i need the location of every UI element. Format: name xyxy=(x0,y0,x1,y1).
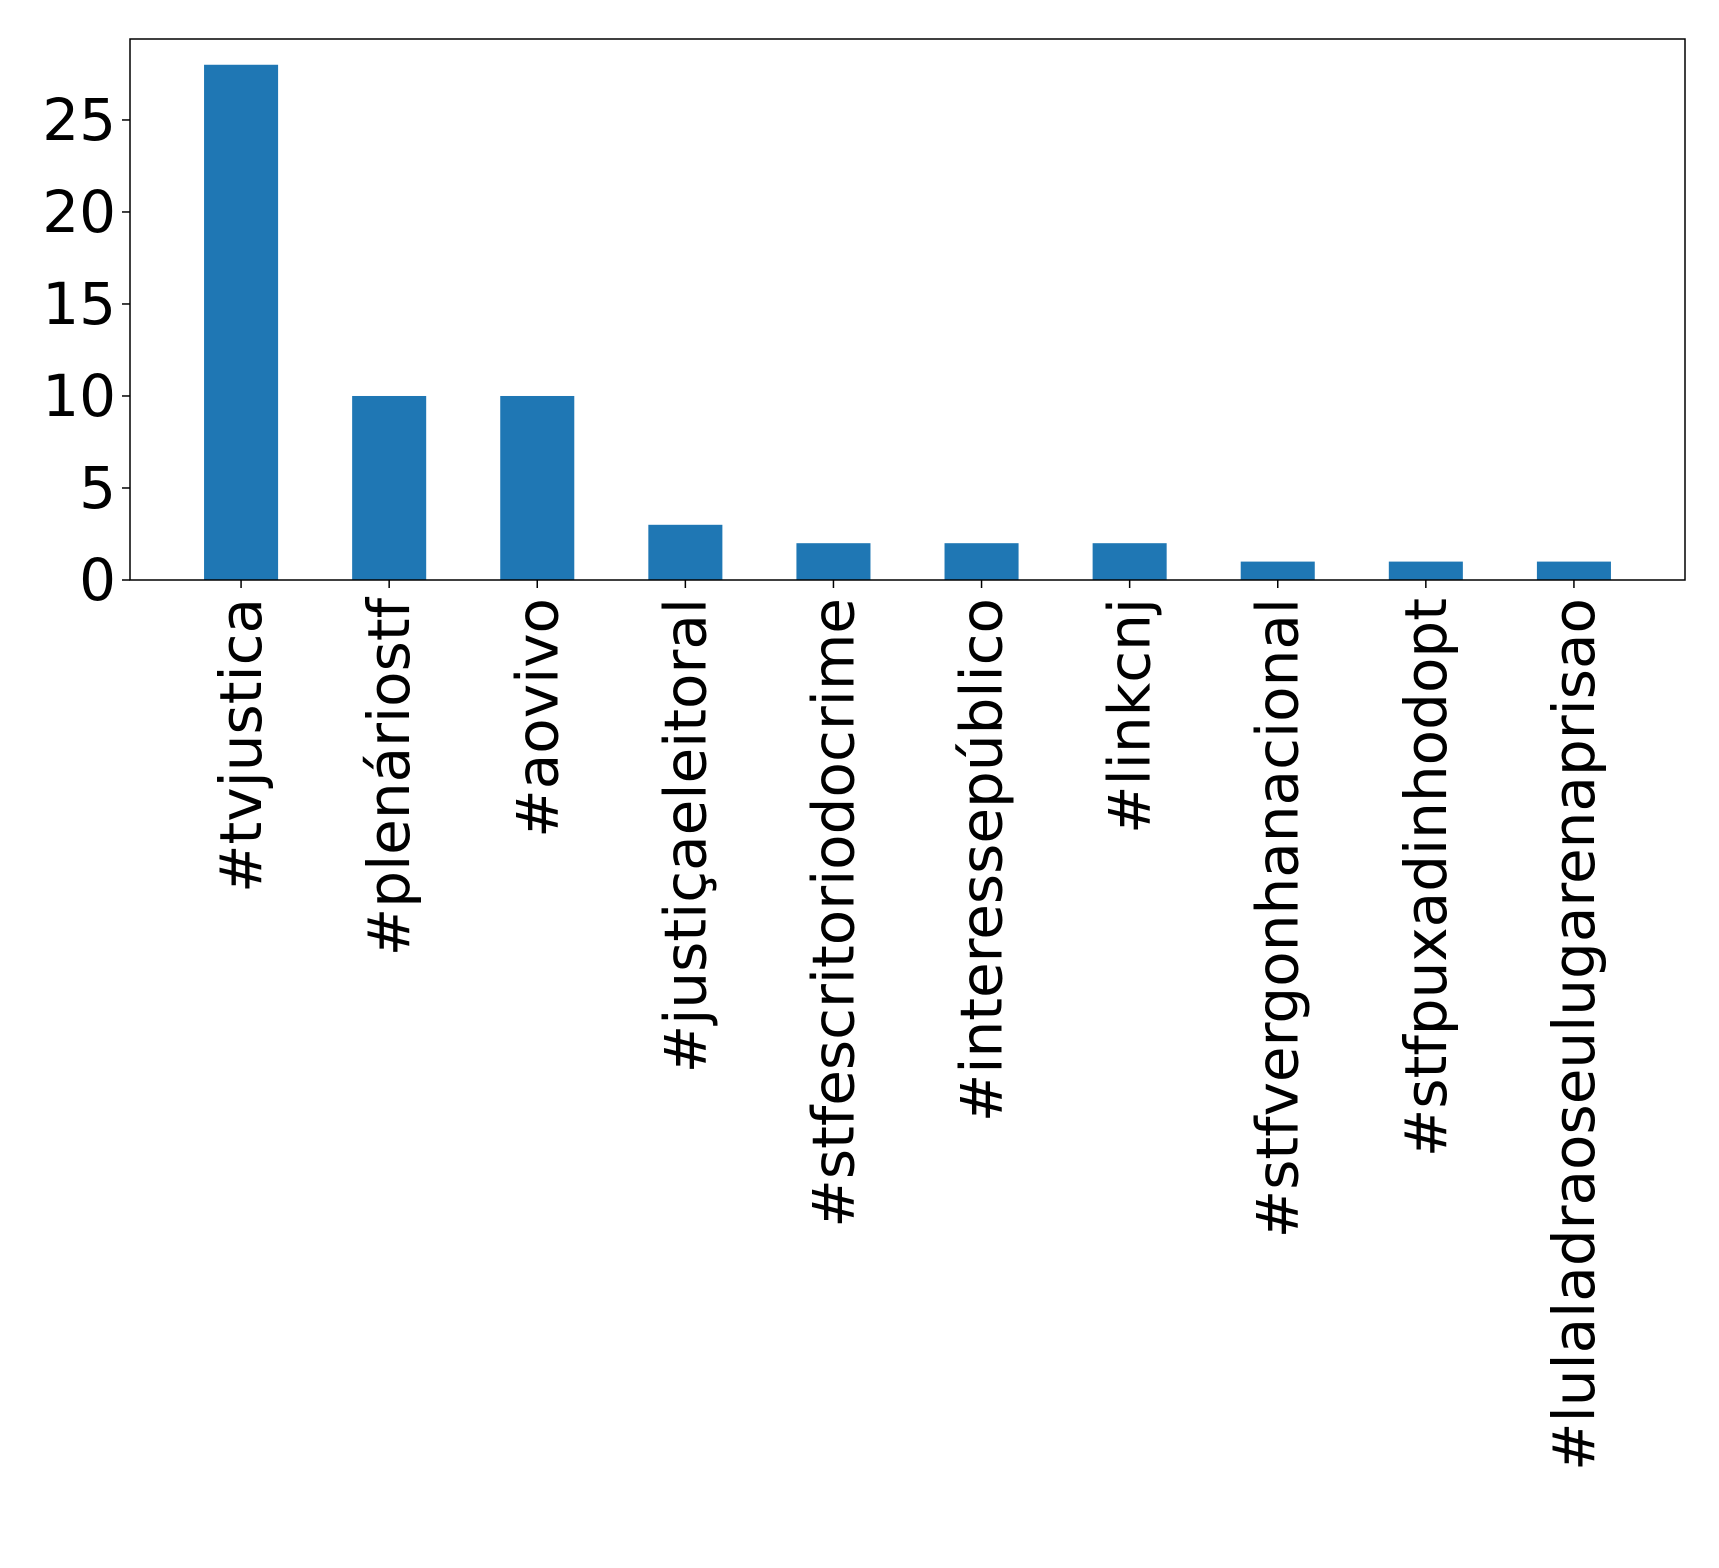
y-tick-label: 25 xyxy=(42,86,116,154)
y-tick-label: 10 xyxy=(42,362,116,430)
x-tick-label: #stfvergonhanacional xyxy=(1244,598,1312,1238)
x-tick-label: #stfpuxadinhodopt xyxy=(1392,598,1460,1157)
bars-layer xyxy=(204,64,1611,580)
bar xyxy=(1388,561,1463,580)
bar xyxy=(500,395,575,580)
bar xyxy=(204,64,279,580)
x-axis: #tvjustica #plenáriostf #aovivo #justiçaele… xyxy=(207,580,1608,1471)
x-tick-label: #interessepúblico xyxy=(948,598,1016,1122)
bar xyxy=(1240,561,1315,580)
bar xyxy=(352,395,427,580)
x-tick-label: #aovivo xyxy=(503,598,571,838)
plot-frame xyxy=(129,38,1686,581)
y-tick-label: 20 xyxy=(42,178,116,246)
x-tick-label: #linkcnj xyxy=(1096,598,1164,834)
y-tick-label: 15 xyxy=(42,270,116,338)
bar xyxy=(1092,543,1167,580)
x-tick-label: #tvjustica xyxy=(207,598,275,893)
y-axis: 0 5 10 15 20 25 xyxy=(42,86,130,614)
y-tick-label: 0 xyxy=(79,546,116,614)
x-tick-label: #lulaladraoseulugarenaprisao xyxy=(1540,598,1608,1471)
x-tick-label: #justiçaeleitoral xyxy=(651,598,719,1073)
bar xyxy=(796,543,871,580)
bar xyxy=(648,524,723,580)
x-tick-label: #plenáriostf xyxy=(355,596,423,956)
bar xyxy=(1536,561,1611,580)
y-tick-label: 5 xyxy=(79,454,116,522)
bar xyxy=(944,543,1019,580)
x-tick-label: #stfescritoriodocrime xyxy=(799,598,867,1228)
